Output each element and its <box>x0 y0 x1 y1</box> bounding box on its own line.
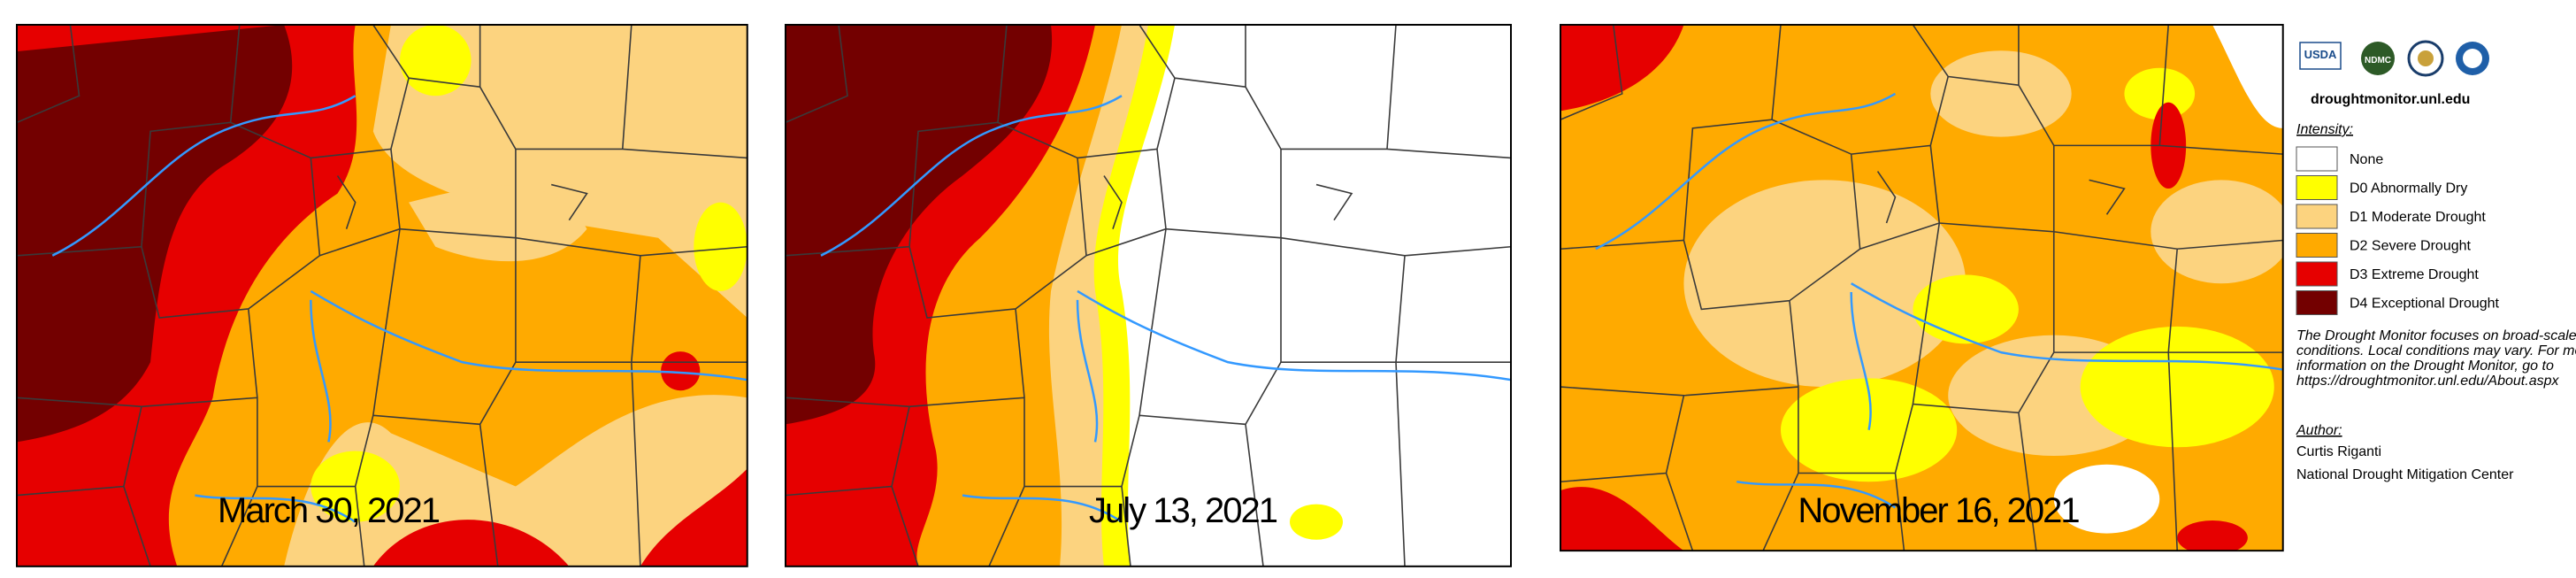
author-name: Curtis Riganti <box>2296 444 2381 459</box>
map-date: November 16, 2021 <box>1798 491 2079 530</box>
map-date: March 30, 2021 <box>218 491 440 530</box>
map-date: July 13, 2021 <box>1089 491 1277 530</box>
legend-label: None <box>2350 152 2383 167</box>
legend-swatch <box>2296 175 2338 200</box>
legend: None D0 Abnormally Dry D1 Moderate Drought… <box>2296 146 2500 315</box>
logo-ndmc: NDMC <box>2365 56 2391 66</box>
legend-swatch <box>2296 233 2338 258</box>
legend-label: D2 Severe Drought <box>2350 239 2472 254</box>
legend-label: D0 Abnormally Dry <box>2350 181 2467 197</box>
legend-swatch <box>2296 146 2338 172</box>
legend-swatch <box>2296 204 2338 229</box>
note: The Drought Monitor focuses on broad-sca… <box>2296 328 2576 389</box>
note-line: The Drought Monitor focuses on broad-sca… <box>2296 328 2576 343</box>
logo-usda: USDA <box>2304 48 2337 61</box>
legend-label: D4 Exceptional Drought <box>2350 297 2500 312</box>
legend-label: D1 Moderate Drought <box>2350 210 2486 225</box>
map-july <box>785 23 1512 567</box>
note-line: https://droughtmonitor.unl.edu/About.asp… <box>2296 374 2559 389</box>
author-org: National Drought Mitigation Center <box>2296 467 2514 482</box>
legend-label: D3 Extreme Drought <box>2350 267 2479 282</box>
map-march <box>15 23 748 567</box>
legend-swatch <box>2296 290 2338 315</box>
legend-title: Intensity: <box>2296 122 2353 137</box>
legend-swatch <box>2296 261 2338 287</box>
note-line: conditions. Local conditions may vary. F… <box>2296 343 2576 358</box>
author-title: Author: <box>2296 423 2342 438</box>
logos: USDA NDMC <box>2299 40 2489 77</box>
map-november <box>1560 24 2284 552</box>
note-line: information on the Drought Monitor, go t… <box>2296 358 2554 374</box>
url: droughtmonitor.unl.edu <box>2311 92 2470 107</box>
